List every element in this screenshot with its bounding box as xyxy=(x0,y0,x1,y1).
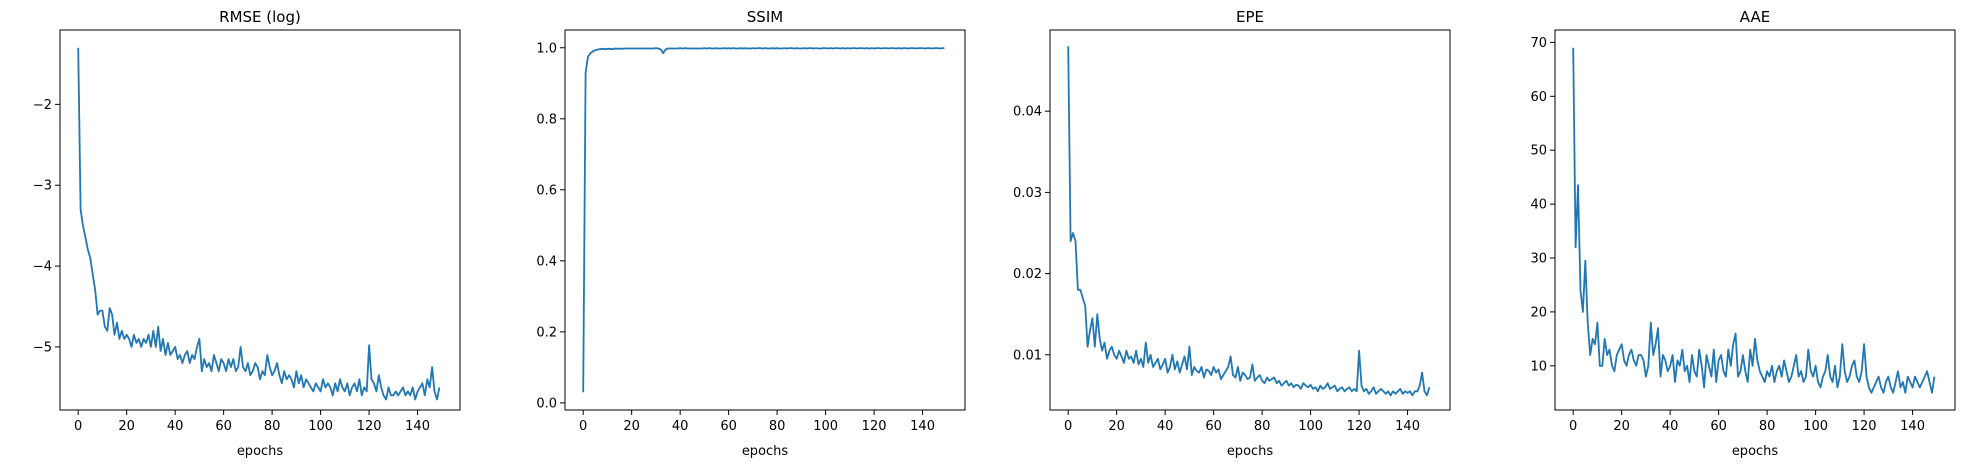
y-tick-label: 60 xyxy=(1530,90,1547,105)
y-tick-label: 0.4 xyxy=(536,254,557,269)
x-tick-label: 100 xyxy=(1298,419,1323,434)
x-tick-label: 40 xyxy=(1157,419,1174,434)
x-tick-label: 100 xyxy=(813,419,838,434)
x-axis-label: epochs xyxy=(237,444,284,459)
y-tick-label: 0.8 xyxy=(536,112,557,127)
x-tick-label: 100 xyxy=(308,419,333,434)
x-tick-label: 20 xyxy=(1108,419,1125,434)
plot-frame xyxy=(1554,29,1956,411)
x-tick-label: 60 xyxy=(215,419,232,434)
x-tick-label: 140 xyxy=(1900,419,1925,434)
x-tick-label: 20 xyxy=(1613,419,1630,434)
x-tick-label: 60 xyxy=(1205,419,1222,434)
y-tick-label: −3 xyxy=(33,179,52,194)
x-axis-label: epochs xyxy=(1227,444,1274,459)
x-tick-label: 20 xyxy=(623,419,640,434)
x-tick-label: 80 xyxy=(264,419,281,434)
x-tick-label: 140 xyxy=(405,419,430,434)
x-tick-label: 0 xyxy=(1569,419,1577,434)
x-tick-label: 80 xyxy=(769,419,786,434)
y-tick-label: 0.03 xyxy=(1013,186,1042,201)
x-tick-label: 60 xyxy=(1710,419,1727,434)
x-tick-label: 0 xyxy=(579,419,587,434)
x-tick-label: 0 xyxy=(74,419,82,434)
y-tick-label: 0.6 xyxy=(536,183,557,198)
y-tick-label: 40 xyxy=(1530,198,1547,213)
plot-frame xyxy=(59,29,461,411)
y-tick-label: 0.02 xyxy=(1013,267,1042,282)
y-tick-label: 1.0 xyxy=(536,41,557,56)
chart-title: RMSE (log) xyxy=(219,8,301,26)
x-tick-label: 40 xyxy=(672,419,689,434)
series-line xyxy=(1572,47,1936,394)
x-tick-label: 0 xyxy=(1064,419,1072,434)
x-tick-label: 120 xyxy=(862,419,887,434)
x-tick-label: 120 xyxy=(1347,419,1372,434)
panel-aae: AAE epochs 0 20 40 60 80 100 120 140 10 20 30 40 50 6… xyxy=(1530,8,1956,459)
y-tick-label: 0.0 xyxy=(536,396,557,411)
y-tick-label: −2 xyxy=(33,98,52,113)
y-tick-label: 10 xyxy=(1530,359,1547,374)
panel-epe: EPE epochs 0 20 40 60 80 100 120 140 0.01 0.02 0.0… xyxy=(1013,8,1451,459)
y-tick-label: −5 xyxy=(33,340,52,355)
x-axis-label: epochs xyxy=(742,444,789,459)
x-tick-label: 40 xyxy=(1662,419,1679,434)
x-tick-label: 120 xyxy=(357,419,382,434)
y-tick-label: −4 xyxy=(33,260,52,275)
chart-title: AAE xyxy=(1740,8,1770,26)
chart-title: SSIM xyxy=(747,8,783,26)
x-tick-label: 60 xyxy=(720,419,737,434)
y-tick-label: 50 xyxy=(1530,144,1547,159)
series-line xyxy=(77,47,441,401)
x-tick-label: 120 xyxy=(1852,419,1877,434)
x-tick-label: 80 xyxy=(1254,419,1271,434)
x-tick-label: 20 xyxy=(118,419,135,434)
plot-frame xyxy=(564,29,966,411)
y-tick-label: 0.01 xyxy=(1013,348,1042,363)
y-tick-label: 30 xyxy=(1530,252,1547,267)
x-tick-label: 140 xyxy=(910,419,935,434)
y-tick-label: 0.2 xyxy=(536,325,557,340)
series-line xyxy=(582,47,945,393)
y-tick-label: 0.04 xyxy=(1013,105,1042,120)
x-tick-label: 100 xyxy=(1803,419,1828,434)
panel-rmse: RMSE (log) epochs 0 20 40 60 80 100 120 140 −5 −4… xyxy=(33,8,461,459)
x-tick-label: 40 xyxy=(167,419,184,434)
y-tick-label: 70 xyxy=(1530,36,1547,51)
x-axis-label: epochs xyxy=(1732,444,1779,459)
series-line xyxy=(1067,46,1431,397)
panel-ssim: SSIM epochs 0 20 40 60 80 100 120 140 0.0 0.2 0.4 0… xyxy=(536,8,966,459)
y-tick-label: 20 xyxy=(1530,305,1547,320)
x-tick-label: 140 xyxy=(1395,419,1420,434)
chart-title: EPE xyxy=(1236,8,1264,26)
plot-frame xyxy=(1049,29,1451,411)
x-tick-label: 80 xyxy=(1759,419,1776,434)
